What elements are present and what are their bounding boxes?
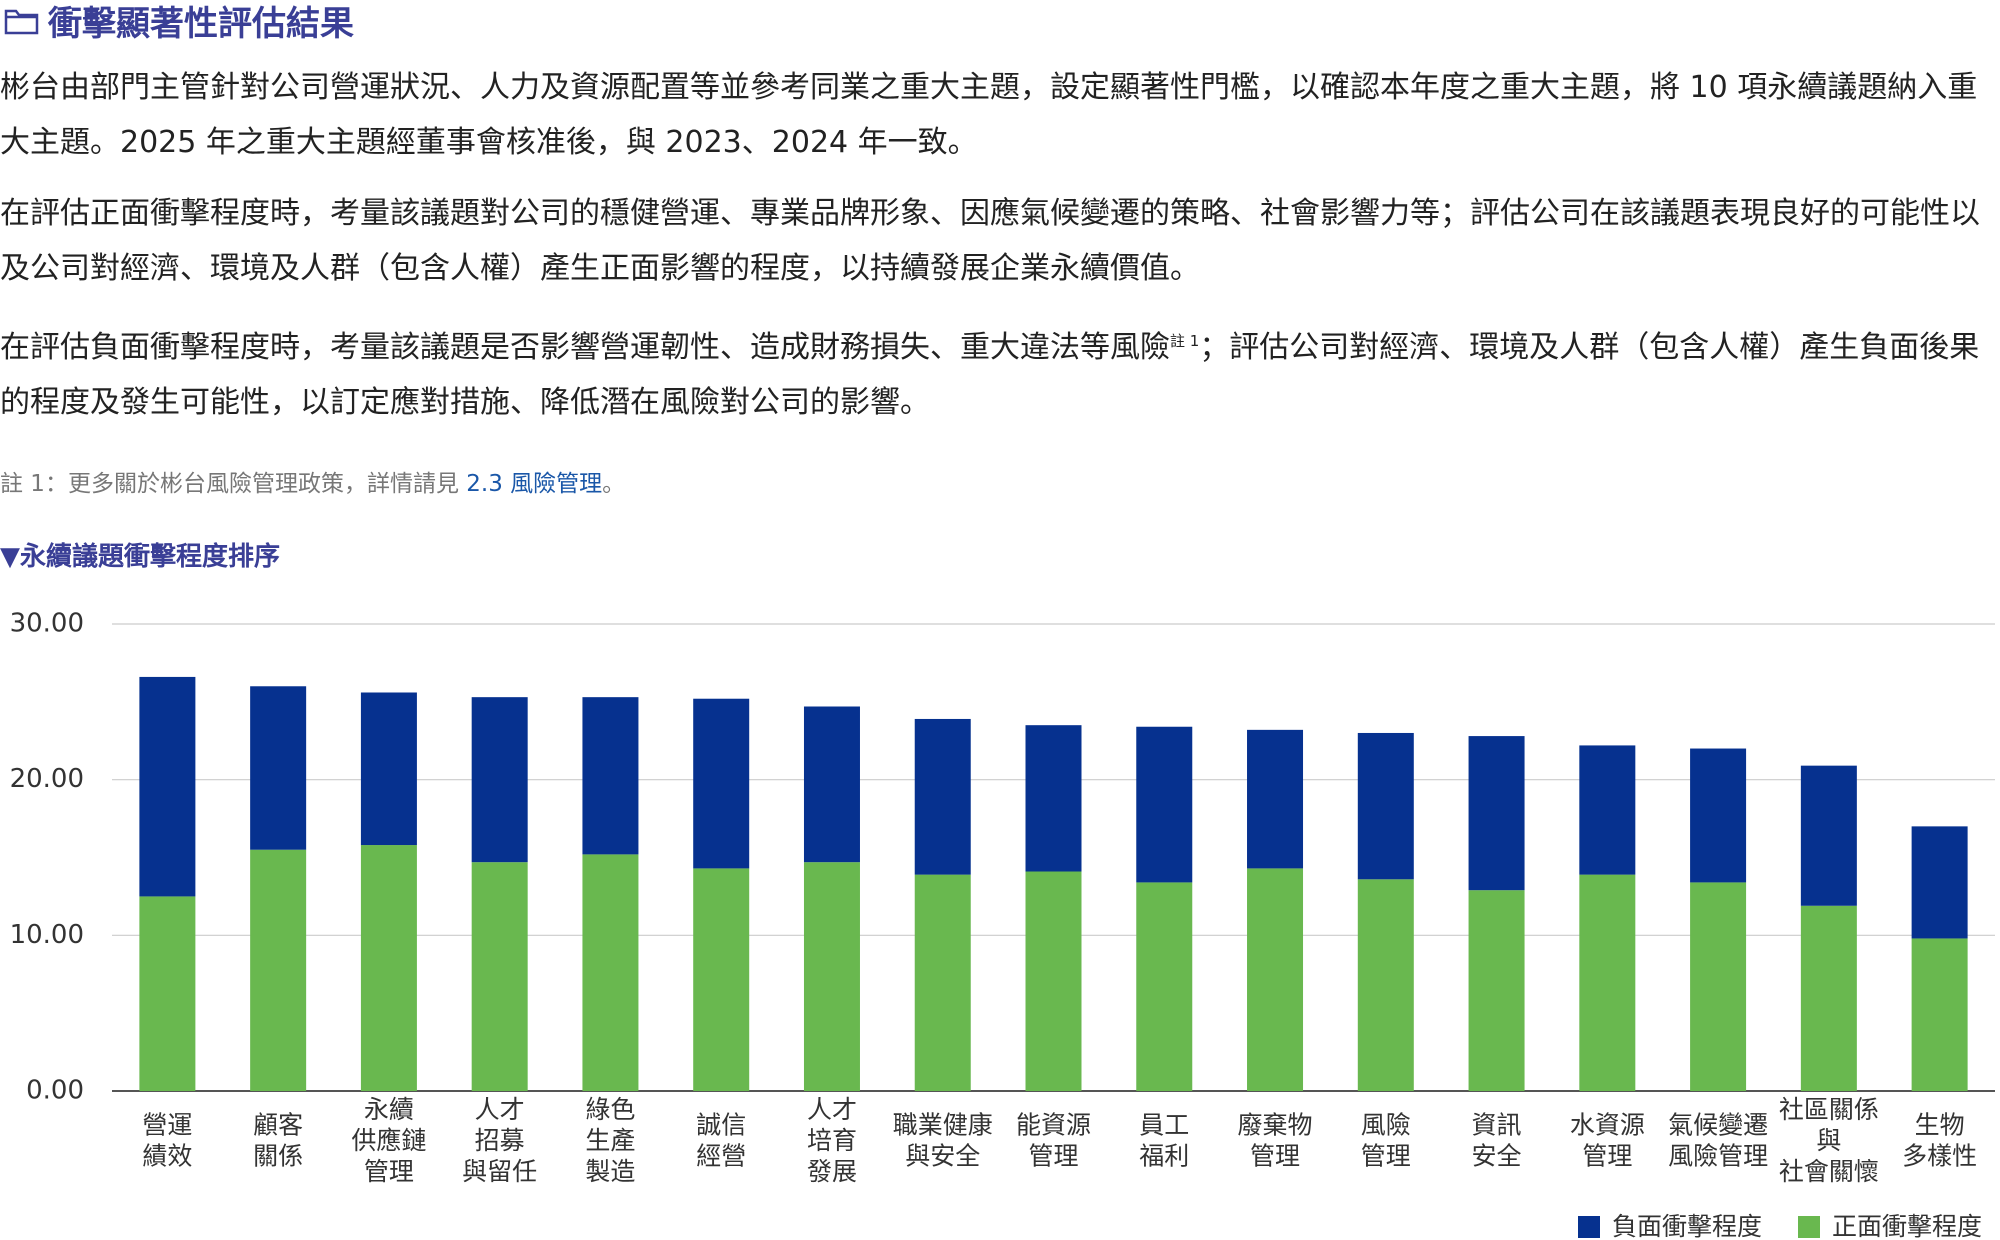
- bar-segment: [1579, 745, 1636, 875]
- paragraph: 在評估負面衝擊程度時，考量該議題是否影響營運韌性、造成財務損失、重大違法等風險註…: [0, 314, 2000, 430]
- legend-label: 負面衝擊程度: [1612, 1212, 1762, 1240]
- bar-segment: [803, 862, 860, 1091]
- bar-segment: [1690, 748, 1747, 883]
- legend-swatch: [1798, 1216, 1820, 1238]
- x-tick-label: 管理: [1582, 1142, 1632, 1171]
- x-tick-label: 風險管理: [1668, 1142, 1768, 1171]
- x-tick-label: 水資源: [1570, 1111, 1645, 1140]
- bar-segment: [693, 698, 750, 869]
- x-tick-label: 製造: [585, 1157, 635, 1186]
- x-tick-label: 能資源: [1016, 1111, 1091, 1140]
- bar-segment: [471, 697, 528, 863]
- bar-segment: [139, 676, 196, 897]
- bar-segment: [1247, 868, 1304, 1091]
- bar-segment: [1136, 726, 1193, 883]
- x-tick-label: 廢棄物: [1238, 1111, 1313, 1140]
- bar-segment: [1025, 871, 1082, 1091]
- y-tick-label: 0.00: [26, 1076, 84, 1106]
- x-tick-label: 與留任: [462, 1157, 537, 1186]
- footnote-ref: 註 1: [1170, 332, 1200, 350]
- x-tick-label: 營運: [142, 1111, 192, 1140]
- x-tick-label: 人才: [807, 1095, 857, 1124]
- x-tick-label: 多樣性: [1902, 1142, 1977, 1171]
- x-tick-label: 福利: [1139, 1142, 1189, 1171]
- x-tick-label: 社區關係: [1779, 1095, 1879, 1124]
- bar-segment: [250, 849, 307, 1091]
- paragraph-text: 在評估負面衝擊程度時，考量該議題是否影響營運韌性、造成財務損失、重大違法等風險: [0, 330, 1170, 365]
- x-tick-label: 氣候變遷: [1668, 1111, 1768, 1140]
- x-tick-label: 生產: [585, 1126, 635, 1155]
- x-tick-label: 顧客: [253, 1111, 303, 1140]
- x-tick-label: 招募: [475, 1126, 525, 1155]
- x-tick-label: 永續: [364, 1095, 414, 1124]
- folder-icon: [4, 9, 39, 35]
- bar-segment: [1357, 879, 1414, 1091]
- x-tick-label: 人才: [475, 1095, 525, 1124]
- bar-segment: [914, 874, 971, 1091]
- bar-segment: [1911, 938, 1968, 1091]
- bar-segment: [360, 692, 417, 846]
- x-tick-label: 安全: [1472, 1142, 1522, 1171]
- note-text: 註 1：更多關於彬台風險管理政策，詳情請見: [0, 471, 467, 497]
- bar-segment: [1247, 729, 1304, 869]
- bar-segment: [1690, 882, 1747, 1091]
- bar-segment: [139, 896, 196, 1091]
- x-tick-label: 風險: [1361, 1111, 1411, 1140]
- bar-segment: [1468, 736, 1525, 891]
- paragraph: 彬台由部門主管針對公司營運狀況、人力及資源配置等並參考同業之重大主題，設定顯著性…: [0, 70, 1978, 160]
- bar-segment: [1025, 725, 1082, 872]
- x-tick-label: 生物: [1915, 1111, 1965, 1140]
- bar-segment: [1800, 905, 1857, 1091]
- chart-title: ▼永續議題衝擊程度排序: [0, 542, 280, 572]
- y-tick-label: 10.00: [10, 920, 84, 950]
- paragraph-text: ；評估公司對經濟、環境及人群（包含人權）產生負面後果的程度及發生可能性，以訂定應…: [0, 330, 1980, 420]
- y-tick-label: 20.00: [10, 764, 84, 794]
- bar-segment: [250, 686, 307, 850]
- x-tick-label: 管理: [1028, 1142, 1078, 1171]
- bar-segment: [803, 706, 860, 863]
- x-tick-label: 社會關懷: [1779, 1157, 1879, 1186]
- footnote: 註 1：更多關於彬台風險管理政策，詳情請見 2.3 風險管理。: [0, 464, 625, 498]
- bar-segment: [1357, 732, 1414, 880]
- chart: 0.0010.0020.0030.00營運績效顧客關係永續供應鏈管理人才招募與留…: [10, 609, 1995, 1240]
- x-tick-label: 培育: [807, 1126, 857, 1155]
- x-tick-label: 管理: [364, 1157, 414, 1186]
- bar-segment: [582, 854, 639, 1091]
- x-tick-label: 供應鏈: [351, 1126, 426, 1155]
- bar-segment: [1911, 826, 1968, 939]
- x-tick-label: 績效: [142, 1142, 192, 1171]
- bar-segment: [1800, 765, 1857, 906]
- x-tick-label: 與: [1816, 1126, 1841, 1155]
- paragraph: 在評估正面衝擊程度時，考量該議題對公司的穩健營運、專業品牌形象、因應氣候變遷的策…: [0, 196, 1980, 286]
- bar-segment: [1468, 890, 1525, 1091]
- x-tick-label: 發展: [807, 1157, 857, 1186]
- bar-segment: [1136, 882, 1193, 1091]
- x-tick-label: 與安全: [905, 1142, 980, 1171]
- x-tick-label: 經營: [696, 1142, 746, 1171]
- bar-segment: [471, 862, 528, 1091]
- x-tick-label: 管理: [1361, 1142, 1411, 1171]
- x-tick-label: 職業健康: [893, 1111, 993, 1140]
- x-tick-label: 管理: [1250, 1142, 1300, 1171]
- bar-segment: [360, 845, 417, 1091]
- x-tick-label: 綠色: [585, 1095, 635, 1124]
- x-tick-label: 誠信: [696, 1111, 746, 1140]
- bar-segment: [914, 718, 971, 875]
- y-tick-label: 30.00: [10, 609, 84, 639]
- note-text: 。: [602, 471, 626, 497]
- bar-segment: [693, 868, 750, 1091]
- legend-swatch: [1578, 1216, 1600, 1238]
- note-link[interactable]: 2.3 風險管理: [466, 471, 603, 497]
- bar-segment: [582, 697, 639, 855]
- x-tick-label: 資訊: [1472, 1111, 1522, 1140]
- bar-segment: [1579, 874, 1636, 1091]
- x-tick-label: 員工: [1139, 1111, 1189, 1140]
- section-title: 衝擊顯著性評估結果: [4, 0, 354, 44]
- legend-label: 正面衝擊程度: [1832, 1212, 1982, 1240]
- x-tick-label: 關係: [253, 1142, 303, 1171]
- title-text: 衝擊顯著性評估結果: [48, 3, 354, 44]
